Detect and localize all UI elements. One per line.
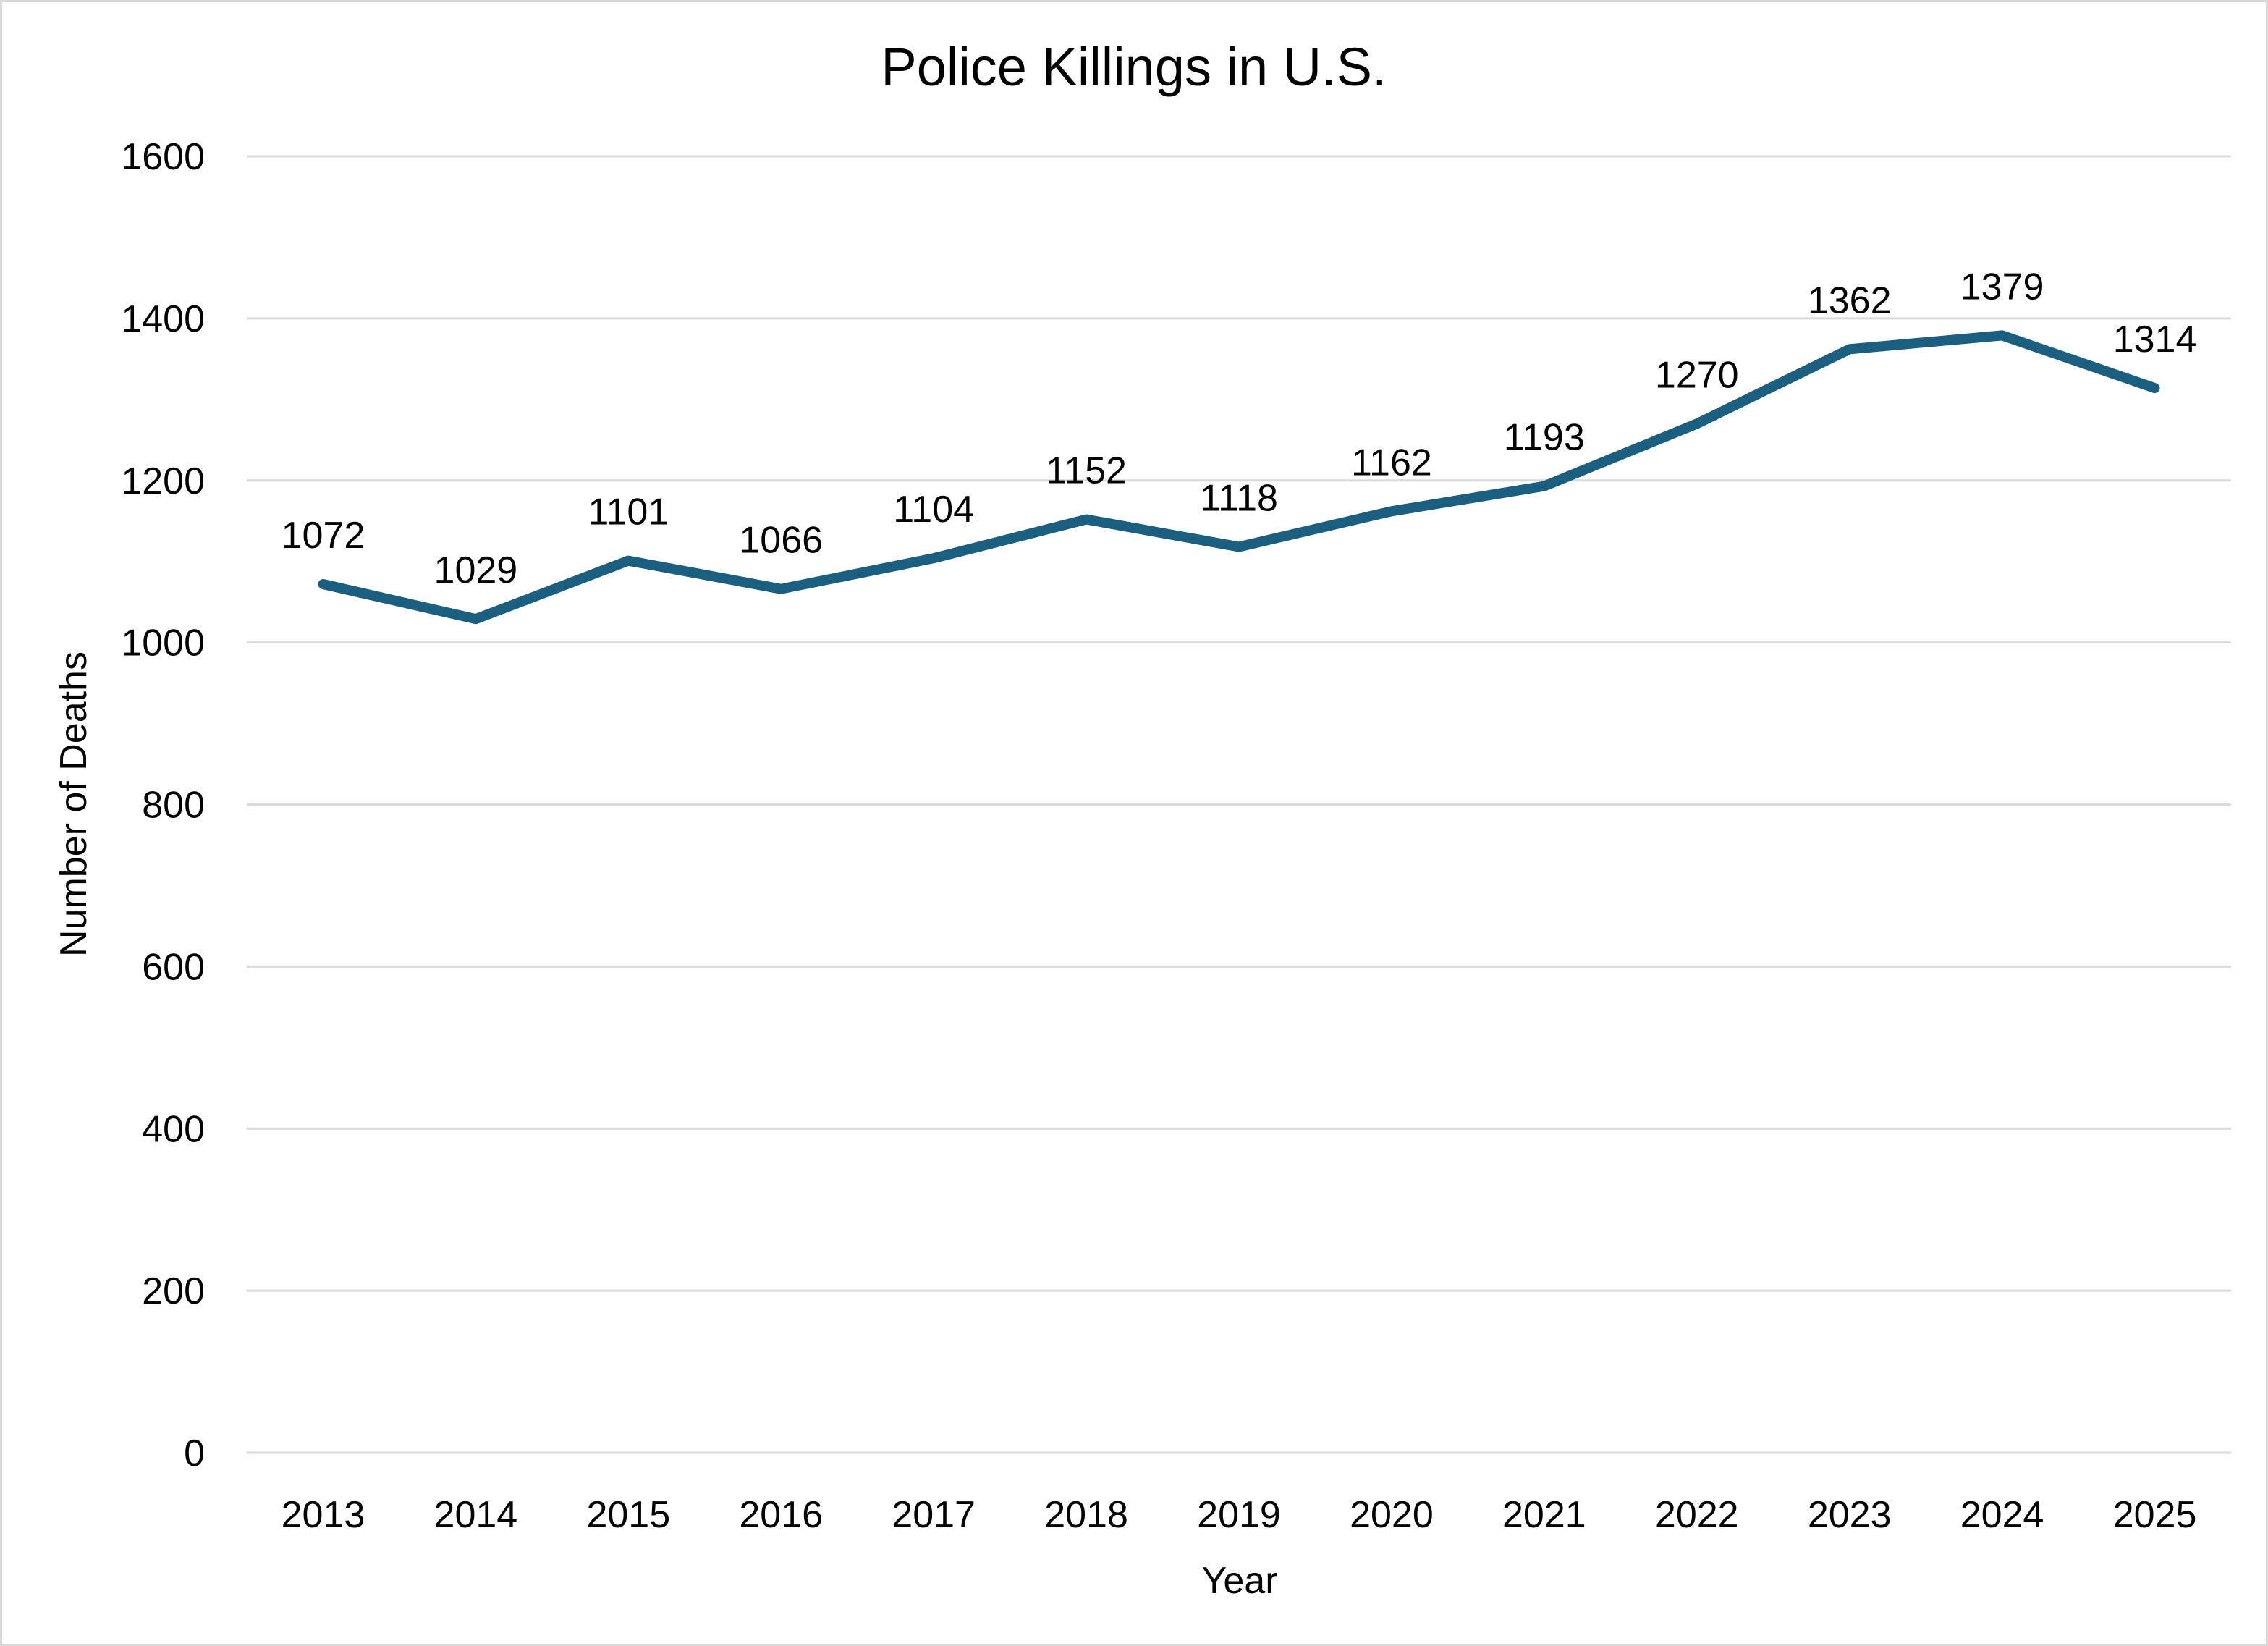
- gridlines: [247, 155, 2231, 1454]
- x-tick-label: 2019: [1197, 1494, 1281, 1536]
- data-label: 1104: [893, 489, 974, 531]
- series-line: [318, 330, 2160, 625]
- x-tick-label: 2025: [2113, 1494, 2197, 1536]
- x-tick-label: 2021: [1502, 1494, 1586, 1536]
- y-tick-label: 400: [142, 1108, 205, 1150]
- data-label: 1162: [1351, 442, 1432, 484]
- y-tick-label: 600: [142, 946, 205, 988]
- data-label: 1029: [434, 549, 518, 591]
- y-axis-ticks: 0 200 400 600 800 1000 1200 1400 1600: [121, 136, 205, 1474]
- y-tick-label: 1200: [121, 460, 205, 502]
- x-axis-ticks: 2013 2014 2015 2016 2017 2018 2019 2020 2021 2022…: [282, 1494, 2197, 1536]
- data-label: 1379: [1960, 266, 2044, 308]
- x-tick-label: 2024: [1960, 1494, 2044, 1536]
- y-tick-label: 1400: [121, 298, 205, 340]
- y-tick-label: 1600: [121, 136, 205, 178]
- x-tick-label: 2017: [892, 1494, 976, 1536]
- x-axis-title: Year: [1201, 1560, 1277, 1602]
- x-tick-label: 2023: [1808, 1494, 1892, 1536]
- y-axis-title: Number of Deaths: [53, 651, 95, 957]
- x-tick-label: 2014: [434, 1494, 518, 1536]
- y-tick-label: 0: [184, 1432, 205, 1474]
- data-label: 1118: [1200, 478, 1278, 520]
- y-tick-label: 200: [142, 1270, 205, 1312]
- data-label: 1193: [1504, 417, 1585, 459]
- data-labels: 1072 1029 1101 1066 1104 1152 1118 1162 1193 1270…: [282, 266, 2197, 591]
- y-tick-label: 1000: [121, 622, 205, 664]
- data-label: 1152: [1046, 450, 1127, 491]
- data-label: 1362: [1808, 279, 1892, 321]
- chart-title: Police Killings in U.S.: [881, 37, 1387, 97]
- x-tick-label: 2020: [1350, 1494, 1434, 1536]
- x-tick-label: 2013: [282, 1494, 365, 1536]
- data-label: 1066: [739, 520, 823, 562]
- x-tick-label: 2022: [1655, 1494, 1739, 1536]
- data-label: 1270: [1655, 354, 1739, 396]
- x-tick-label: 2018: [1044, 1494, 1128, 1536]
- y-tick-label: 800: [142, 785, 205, 827]
- data-label: 1314: [2113, 318, 2197, 360]
- x-tick-label: 2015: [586, 1494, 670, 1536]
- data-label: 1101: [588, 491, 669, 533]
- x-tick-label: 2016: [739, 1494, 823, 1536]
- data-label: 1072: [282, 515, 365, 557]
